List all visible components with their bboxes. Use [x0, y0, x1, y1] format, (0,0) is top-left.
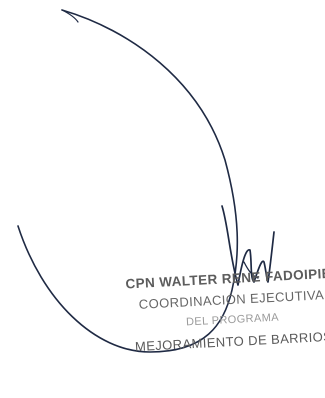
official-stamp: CPN WALTER RENE FADOIPIEZ COORDINACIÓN E…	[125, 263, 325, 358]
signature-initials-accent	[243, 261, 259, 279]
signature-initials	[221, 205, 275, 286]
signature-tail	[61, 9, 79, 23]
signature-main-loop	[17, 9, 239, 353]
